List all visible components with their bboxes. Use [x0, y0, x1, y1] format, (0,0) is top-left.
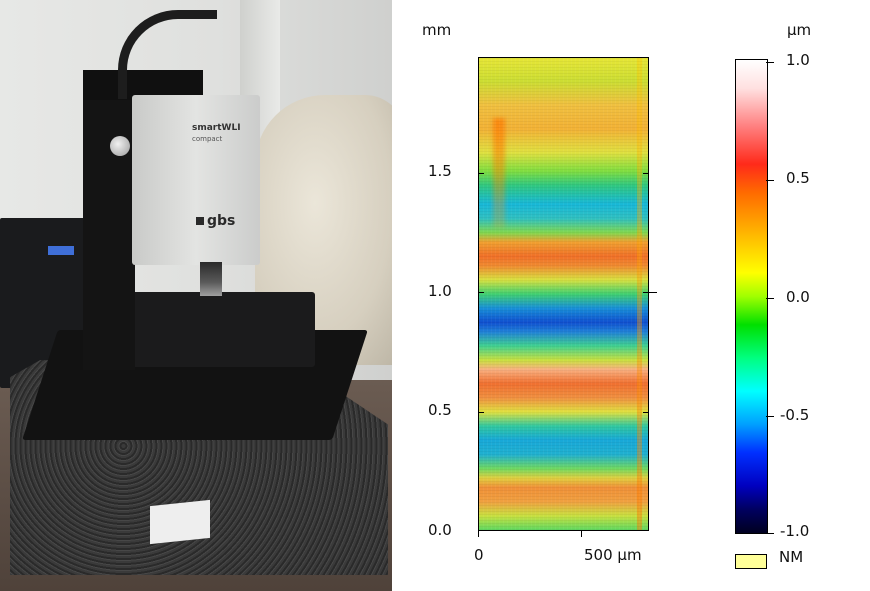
- instrument-photo: smartWLI compact gbs: [0, 0, 392, 591]
- colorbar-tick-mark: [766, 533, 774, 534]
- nm-legend-label: NM: [779, 548, 804, 566]
- photo-column: [83, 70, 135, 370]
- colorbar-tick-label: -0.5: [780, 406, 810, 424]
- y-tick-mark-outer: [649, 292, 657, 293]
- device-brand-text: smartWLI: [192, 123, 241, 133]
- photo-sensor-head: smartWLI compact gbs: [132, 95, 260, 265]
- height-map-bands: [479, 58, 648, 530]
- y-tick-label: 0.0: [428, 521, 452, 539]
- y-tick-label: 1.5: [428, 162, 452, 180]
- y-tick-mark: [643, 292, 649, 293]
- device-logo-text: gbs: [196, 213, 235, 229]
- height-map: [478, 57, 649, 531]
- photo-cable: [118, 10, 217, 99]
- x-tick-label: 500 µm: [584, 546, 642, 564]
- colorbar-tick-label: -1.0: [780, 522, 810, 540]
- photo-knob: [110, 136, 130, 156]
- height-map-noise: [479, 58, 648, 530]
- photo-xy-stage: [105, 292, 315, 367]
- colorbar-tick-label: 1.0: [786, 51, 810, 69]
- photo-objective-lens: [200, 262, 222, 296]
- x-tick-label: 0: [474, 546, 484, 564]
- colorbar-tick-mark: [766, 180, 774, 181]
- colorbar: [735, 59, 768, 534]
- y-tick-mark: [643, 173, 649, 174]
- y-tick-mark: [478, 173, 484, 174]
- device-sub-text: compact: [192, 135, 223, 143]
- x-tick-mark: [478, 531, 479, 537]
- colorbar-tick-label: 0.0: [786, 288, 810, 306]
- y-tick-mark: [643, 412, 649, 413]
- photo-label-sticker: [150, 499, 210, 545]
- surface-scratch: [493, 118, 505, 228]
- y-tick-label: 1.0: [428, 282, 452, 300]
- sample-edge: [637, 58, 642, 530]
- nm-legend-swatch: [735, 554, 767, 569]
- y-tick-mark: [478, 412, 484, 413]
- colorbar-unit-label: µm: [787, 21, 812, 39]
- colorbar-tick-mark: [766, 62, 774, 63]
- x-tick-mark: [581, 531, 582, 537]
- y-unit-label: mm: [422, 21, 452, 39]
- y-tick-mark: [478, 292, 484, 293]
- controller-display: [48, 246, 74, 255]
- colorbar-tick-label: 0.5: [786, 169, 810, 187]
- colorbar-tick-mark: [766, 298, 774, 299]
- colorbar-tick-mark: [766, 416, 774, 417]
- y-tick-label: 0.5: [428, 401, 452, 419]
